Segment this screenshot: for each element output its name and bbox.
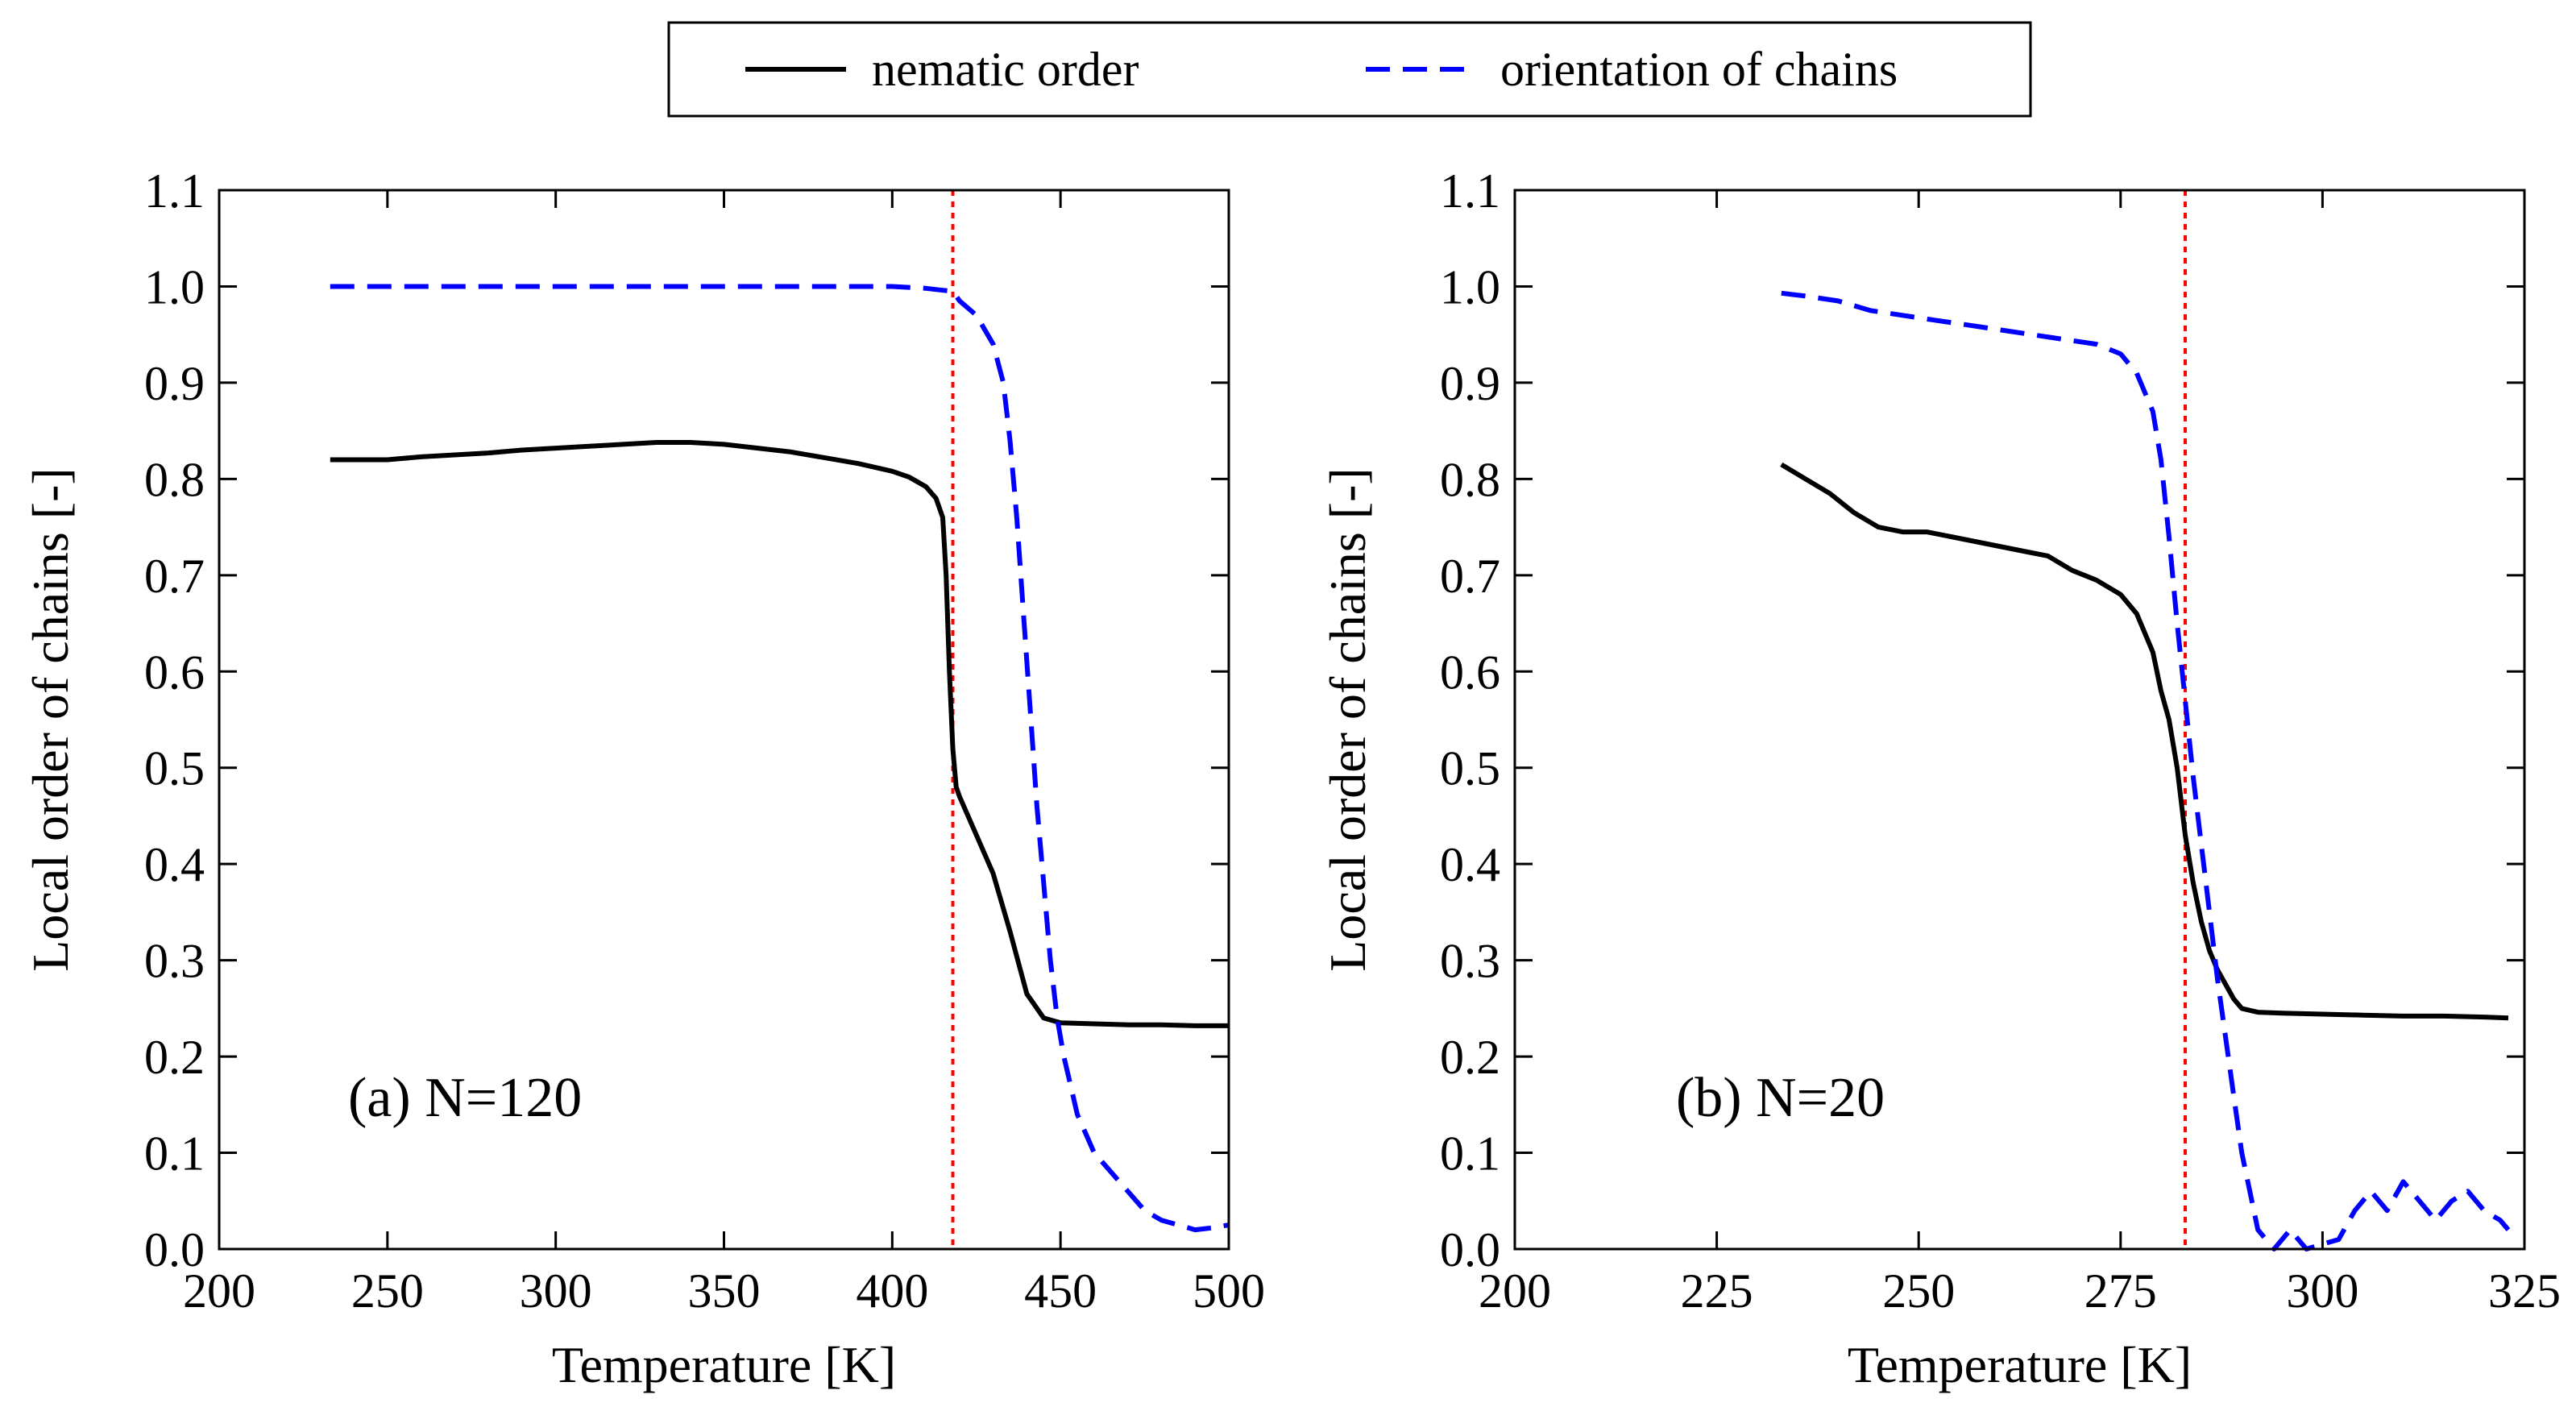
y-tick-label: 0.3	[1440, 935, 1500, 988]
panel-a-plot: 200 250 300 350 400 450 500 0.0 0.1 0.2 0.3 0.4 0.5 0…	[22, 164, 1265, 1393]
y-tick-label: 0.6	[144, 645, 205, 699]
y-tick-label: 1.1	[144, 164, 205, 218]
y-tick-label: 0.7	[144, 550, 205, 603]
x-tick-label: 325	[2488, 1264, 2561, 1318]
y-tick-label: 1.1	[1440, 164, 1500, 218]
y-tick-label: 0.9	[1440, 357, 1500, 410]
x-tick-label: 350	[688, 1264, 761, 1318]
y-tick-label: 0.2	[144, 1031, 205, 1084]
y-tick-label: 0.5	[1440, 742, 1500, 795]
y-axis-title: Local order of chains [-]	[1319, 467, 1376, 971]
x-tick-label: 400	[856, 1264, 928, 1318]
x-tick-label: 300	[520, 1264, 592, 1318]
y-tick-label: 0.3	[144, 935, 205, 988]
y-tick-label: 0.0	[144, 1223, 205, 1276]
x-tick-label: 200	[1479, 1264, 1551, 1318]
legend-label-nematic: nematic order	[872, 43, 1139, 96]
y-tick-label: 0.9	[144, 357, 205, 410]
x-tick-label: 250	[1882, 1264, 1955, 1318]
x-tick-label: 275	[2084, 1264, 2157, 1318]
x-tick-label: 300	[2286, 1264, 2358, 1318]
legend-box	[667, 21, 2032, 118]
legend: nematic order orientation of chains	[667, 21, 2032, 118]
y-tick-label: 0.5	[144, 742, 205, 795]
panel-label: (b) N=20	[1676, 1067, 1885, 1129]
series-line-orientation-of-chains	[1781, 290, 2511, 1251]
legend-label-orientation: orientation of chains	[1500, 43, 1898, 96]
plot-frame	[1513, 189, 2526, 1251]
y-tick-label: 0.8	[1440, 453, 1500, 506]
y-tick-label: 0.7	[1440, 550, 1500, 603]
ticks-layer: 200 225 250 275 300 325 0.0 0.1 0.2 0.3 0.4 0.5 0.6 0…	[1440, 164, 2561, 1318]
panel-b-plot: 200 225 250 275 300 325 0.0 0.1 0.2 0.3 0.4 0.5 0.6 0…	[1319, 164, 2561, 1393]
x-tick-label: 225	[1681, 1264, 1753, 1318]
y-tick-label: 0.4	[144, 838, 205, 891]
y-tick-label: 0.4	[1440, 838, 1500, 891]
panel-label: (a) N=120	[348, 1067, 582, 1129]
x-axis-title: Temperature [K]	[1848, 1336, 2192, 1393]
series-layer	[1780, 290, 2511, 1251]
x-tick-label: 200	[183, 1264, 255, 1318]
x-axis-title: Temperature [K]	[552, 1336, 896, 1393]
x-tick-label: 450	[1024, 1264, 1097, 1318]
y-axis-title: Local order of chains [-]	[22, 467, 79, 971]
series-line-nematic-order	[1780, 462, 2509, 1021]
y-tick-label: 0.6	[1440, 645, 1500, 699]
y-tick-label: 0.1	[1440, 1127, 1500, 1181]
y-tick-label: 0.1	[144, 1127, 205, 1181]
x-tick-label: 500	[1193, 1264, 1265, 1318]
series-layer	[330, 284, 1230, 1233]
y-tick-label: 0.8	[144, 453, 205, 506]
y-tick-label: 0.2	[1440, 1031, 1500, 1084]
ticks-layer: 200 250 300 350 400 450 500 0.0 0.1 0.2 0.3 0.4 0.5 0…	[144, 164, 1265, 1318]
series-line-orientation-of-chains	[330, 284, 1230, 1233]
y-tick-label: 0.0	[1440, 1223, 1500, 1276]
y-tick-label: 1.0	[1440, 260, 1500, 313]
x-tick-label: 250	[351, 1264, 424, 1318]
y-tick-label: 1.0	[144, 260, 205, 313]
series-line-nematic-order	[330, 440, 1229, 1028]
